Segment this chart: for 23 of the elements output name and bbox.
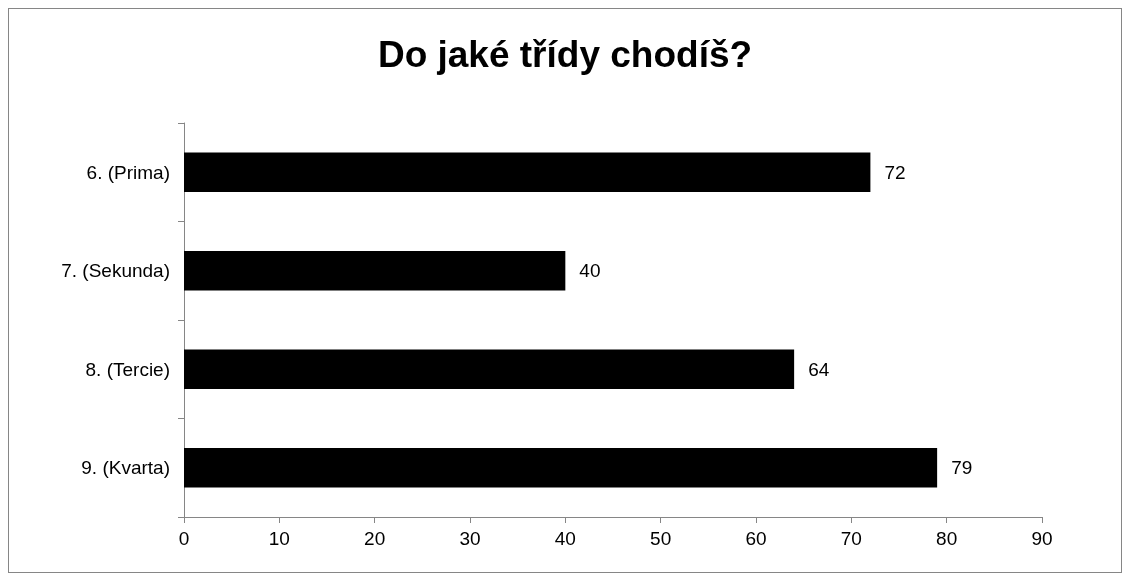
x-tick-label: 80 <box>936 528 958 549</box>
y-tick-label: 7. (Sekunda) <box>61 260 170 282</box>
bar <box>184 349 795 389</box>
x-tick-label: 20 <box>364 528 386 549</box>
data-label: 64 <box>808 358 830 380</box>
x-tick-label: 30 <box>459 528 481 549</box>
chart-title: Do jaké třídy chodíš? <box>377 34 753 75</box>
data-label: 79 <box>951 457 973 479</box>
bar <box>184 251 566 291</box>
y-tick-label: 6. (Prima) <box>86 161 170 183</box>
x-tick-label: 40 <box>554 528 576 549</box>
bar <box>184 448 938 488</box>
x-tick-label: 50 <box>650 528 672 549</box>
x-tick-label: 90 <box>1031 528 1053 549</box>
y-tick-label: 9. (Kvarta) <box>81 457 170 479</box>
y-tick-label: 8. (Tercie) <box>85 358 170 380</box>
bar <box>184 152 871 192</box>
data-label: 72 <box>884 161 906 183</box>
x-tick-label: 60 <box>745 528 767 549</box>
data-label: 40 <box>579 260 601 282</box>
x-tick-label: 0 <box>178 528 190 549</box>
x-tick-label: 10 <box>268 528 290 549</box>
x-tick-label: 70 <box>840 528 862 549</box>
